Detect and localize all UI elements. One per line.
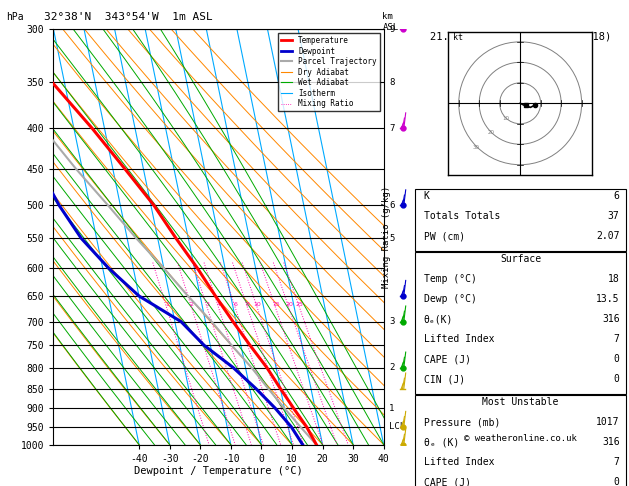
Text: 2: 2 <box>389 363 394 372</box>
Text: 6: 6 <box>614 191 620 201</box>
Text: Dewp (°C): Dewp (°C) <box>423 294 476 304</box>
Text: 3: 3 <box>205 302 209 307</box>
Text: 1: 1 <box>165 302 169 307</box>
Bar <box>415 252 626 394</box>
Text: 32°38'N  343°54'W  1m ASL: 32°38'N 343°54'W 1m ASL <box>44 12 213 22</box>
Text: LCL: LCL <box>389 422 405 432</box>
Text: 30: 30 <box>472 145 479 150</box>
Text: Temp (°C): Temp (°C) <box>423 274 476 284</box>
Text: Most Unstable: Most Unstable <box>482 398 559 407</box>
Text: 10: 10 <box>253 302 261 307</box>
Text: 2: 2 <box>190 302 194 307</box>
Text: CAPE (J): CAPE (J) <box>423 477 470 486</box>
Text: CIN (J): CIN (J) <box>423 374 465 384</box>
Text: 25: 25 <box>296 302 304 307</box>
Text: 7: 7 <box>389 124 394 133</box>
Bar <box>415 395 626 486</box>
Text: Mixing Ratio (g/kg): Mixing Ratio (g/kg) <box>382 186 391 288</box>
Text: 20: 20 <box>487 130 494 135</box>
Text: 13.5: 13.5 <box>596 294 620 304</box>
Text: hPa: hPa <box>6 12 24 22</box>
Text: 316: 316 <box>602 314 620 324</box>
Text: 5: 5 <box>389 234 394 243</box>
Text: kt: kt <box>453 33 462 42</box>
Text: 6: 6 <box>389 201 394 210</box>
Text: Lifted Index: Lifted Index <box>423 334 494 344</box>
Text: 37: 37 <box>608 211 620 221</box>
Text: θₑ (K): θₑ (K) <box>423 437 459 447</box>
Text: 15: 15 <box>272 302 280 307</box>
Text: 0: 0 <box>614 374 620 384</box>
Legend: Temperature, Dewpoint, Parcel Trajectory, Dry Adiabat, Wet Adiabat, Isotherm, Mi: Temperature, Dewpoint, Parcel Trajectory… <box>277 33 380 111</box>
Text: 8: 8 <box>389 78 394 87</box>
Text: 21.04.2024  00GMT  (Base: 18): 21.04.2024 00GMT (Base: 18) <box>430 31 611 41</box>
Text: 6: 6 <box>233 302 237 307</box>
Text: 3: 3 <box>389 317 394 326</box>
Bar <box>415 189 626 251</box>
Text: θₑ(K): θₑ(K) <box>423 314 453 324</box>
Text: 8: 8 <box>246 302 250 307</box>
Text: 4: 4 <box>217 302 221 307</box>
Text: Lifted Index: Lifted Index <box>423 457 494 467</box>
Text: © weatheronline.co.uk: © weatheronline.co.uk <box>464 434 577 443</box>
Text: CAPE (J): CAPE (J) <box>423 354 470 364</box>
Text: K: K <box>423 191 430 201</box>
Text: 0: 0 <box>614 477 620 486</box>
Text: 9: 9 <box>389 25 394 34</box>
Text: 1: 1 <box>389 404 394 413</box>
Text: Surface: Surface <box>500 254 541 264</box>
Text: 1017: 1017 <box>596 417 620 427</box>
Text: Pressure (mb): Pressure (mb) <box>423 417 500 427</box>
Text: 2.07: 2.07 <box>596 231 620 241</box>
Text: km
ASL: km ASL <box>382 12 399 32</box>
Text: 10: 10 <box>502 116 509 121</box>
Text: 18: 18 <box>608 274 620 284</box>
Text: 7: 7 <box>614 334 620 344</box>
Text: 20: 20 <box>285 302 293 307</box>
Text: 0: 0 <box>614 354 620 364</box>
Text: PW (cm): PW (cm) <box>423 231 465 241</box>
Text: 7: 7 <box>614 457 620 467</box>
X-axis label: Dewpoint / Temperature (°C): Dewpoint / Temperature (°C) <box>134 467 303 476</box>
Text: Totals Totals: Totals Totals <box>423 211 500 221</box>
Text: 316: 316 <box>602 437 620 447</box>
